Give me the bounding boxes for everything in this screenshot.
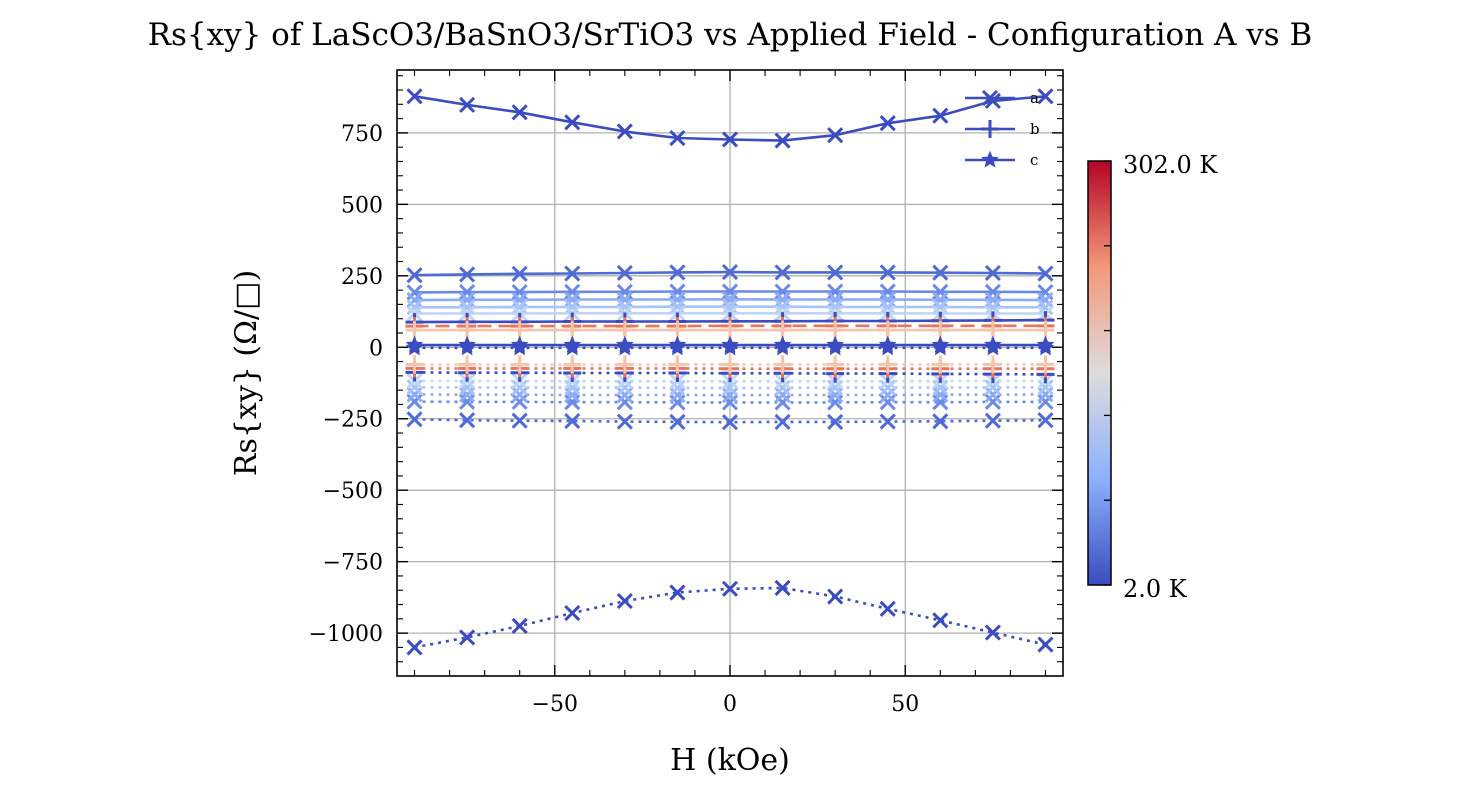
data-point bbox=[511, 355, 529, 373]
data-point bbox=[618, 415, 632, 429]
y-tick-label: −250 bbox=[323, 408, 383, 433]
legend-label: c bbox=[1030, 151, 1038, 169]
y-tick-label: 750 bbox=[341, 122, 383, 147]
data-point bbox=[408, 395, 422, 409]
data-point bbox=[881, 602, 895, 616]
x-axis-label: H (kOe) bbox=[670, 743, 790, 778]
x-tick-label: 0 bbox=[723, 692, 737, 717]
data-point bbox=[776, 388, 790, 402]
data-point bbox=[458, 355, 476, 373]
y-tick-label: −500 bbox=[323, 479, 383, 504]
y-tick-label: 0 bbox=[369, 336, 383, 361]
legend-entry-c: c bbox=[965, 151, 1038, 169]
y-tick-label: −750 bbox=[323, 551, 383, 576]
data-point bbox=[986, 414, 1000, 428]
data-point bbox=[881, 395, 895, 409]
legend-entry-b: b bbox=[965, 120, 1040, 138]
x-tick-label: −50 bbox=[532, 692, 578, 717]
data-point bbox=[668, 355, 686, 373]
data-point bbox=[408, 387, 422, 401]
data-point bbox=[406, 355, 424, 373]
data-point bbox=[986, 388, 1000, 402]
colorbar-max-label: 302.0 K bbox=[1123, 151, 1218, 179]
data-point bbox=[1036, 355, 1054, 373]
chart-title: Rs{xy} of LaScO3/BaSnO3/SrTiO3 vs Applie… bbox=[148, 17, 1313, 53]
data-point bbox=[986, 395, 1000, 409]
data-point bbox=[1038, 638, 1052, 652]
legend-marker bbox=[981, 120, 999, 138]
legend-marker bbox=[982, 152, 997, 167]
y-tick-label: 250 bbox=[341, 265, 383, 290]
data-point bbox=[513, 395, 527, 409]
series-b-17 bbox=[406, 355, 1055, 373]
data-point bbox=[563, 355, 581, 373]
data-point bbox=[879, 355, 897, 373]
colorbar bbox=[1088, 161, 1111, 585]
data-point bbox=[826, 355, 844, 373]
data-point bbox=[931, 355, 949, 373]
data-point bbox=[565, 606, 579, 620]
x-tick-label: 50 bbox=[891, 692, 919, 717]
legend-label: b bbox=[1030, 120, 1040, 138]
y-axis-label: Rs{xy} (Ω/□) bbox=[229, 270, 264, 476]
data-point bbox=[984, 355, 1002, 373]
data-point bbox=[513, 414, 527, 428]
data-point bbox=[881, 415, 895, 429]
data-point bbox=[776, 415, 790, 429]
data-point bbox=[721, 355, 739, 373]
colorbar-min-label: 2.0 K bbox=[1123, 575, 1188, 603]
data-point bbox=[618, 388, 632, 402]
legend-label: a bbox=[1030, 89, 1039, 107]
data-point bbox=[776, 395, 790, 409]
data-point bbox=[616, 355, 634, 373]
data-point bbox=[618, 395, 632, 409]
data-point bbox=[774, 355, 792, 373]
data-point bbox=[408, 640, 422, 654]
y-tick-label: −1000 bbox=[309, 622, 383, 647]
data-point bbox=[513, 388, 527, 402]
data-point bbox=[881, 388, 895, 402]
y-tick-label: 500 bbox=[341, 193, 383, 218]
